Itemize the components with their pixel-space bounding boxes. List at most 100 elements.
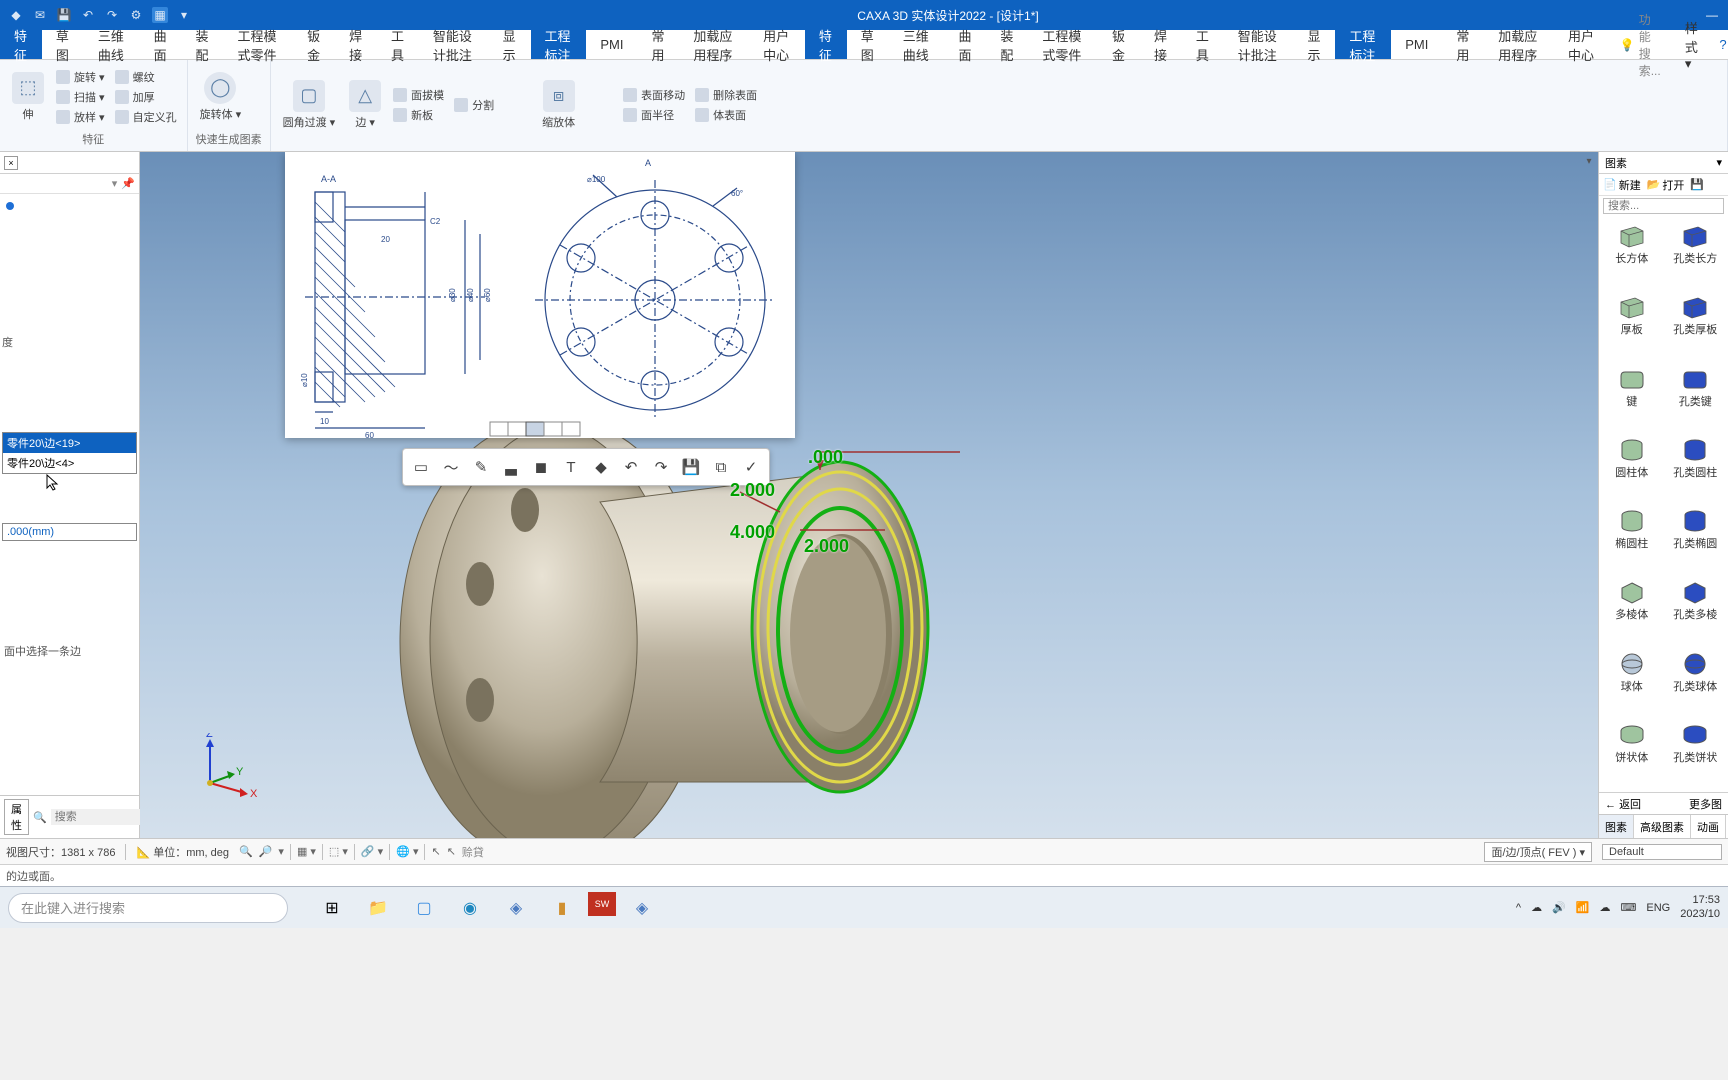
ribbon-tab[interactable]: 工具 [1182,30,1224,59]
ribbon-tab[interactable]: 用户中心 [749,30,805,59]
ribbon-tab[interactable]: PMI [1391,30,1442,59]
body-surface-button[interactable]: 体表面 [693,106,759,124]
save-lib-button[interactable]: 💾 [1690,178,1704,191]
ribbon-tab[interactable]: 曲面 [945,30,987,59]
tray-chevron-icon[interactable]: ^ [1516,902,1521,914]
taskbar-clock[interactable]: 17:532023/10 [1680,894,1720,920]
config-selector[interactable]: Default [1602,844,1722,860]
revolve-body-button[interactable]: ◯旋转体 ▾ [196,70,246,124]
ribbon-tab[interactable]: 工程模式零件 [1028,30,1098,59]
3d-viewport[interactable]: ▾ [140,152,1598,838]
ribbon-tab[interactable]: 草图 [42,30,84,59]
ribbon-tab[interactable]: 常用 [637,30,679,59]
cloud-icon[interactable]: ☁ [1600,901,1611,914]
custom-hole-button[interactable]: 自定义孔 [113,108,179,126]
redo-tool[interactable]: ↷ [647,453,675,481]
ribbon-tab[interactable]: 钣金 [293,30,335,59]
edge-button[interactable]: △边 ▾ [345,78,385,132]
ribbon-tab[interactable]: 显示 [489,30,531,59]
back-button[interactable]: ← 返回 [1605,796,1641,812]
selection-filter[interactable]: 面/边/顶点( FEV ) ▾ [1484,842,1592,862]
text-tool[interactable]: T [557,453,585,481]
edge-selection-list[interactable]: 零件20\边<19> 零件20\边<4> [2,432,137,474]
panel-bottom-tab[interactable]: 高级图素 [1634,815,1691,838]
thicken-button[interactable]: 加厚 [113,88,179,106]
primitive-ellcyl[interactable]: 椭圆柱 [1601,505,1663,574]
taskbar-search[interactable]: 在此键入进行搜索 [8,893,288,923]
draft-button[interactable]: 面拔模 [391,86,446,104]
primitive-pie-hole[interactable]: 孔类饼状 [1665,719,1727,788]
redo-icon[interactable]: ↷ [104,7,120,23]
ribbon-tab[interactable]: 装配 [986,30,1028,59]
primitive-key[interactable]: 键 [1601,363,1663,432]
loft-button[interactable]: 放样 ▾ [54,108,107,126]
style-dropdown[interactable]: 样式 ▾ [1671,30,1718,59]
delete-face-button[interactable]: 删除表面 [693,86,759,104]
primitive-key-hole[interactable]: 孔类键 [1665,363,1727,432]
split-button[interactable]: 分割 [452,96,496,114]
ribbon-tab[interactable]: 工程标注 [1335,30,1391,59]
dimension-input[interactable] [2,523,137,541]
primitive-sphere-hole[interactable]: 孔类球体 [1665,648,1727,717]
app-icon[interactable]: ◆ [8,7,24,23]
new-button[interactable]: 📄新建 [1603,177,1641,193]
settings-icon[interactable]: ⚙ [128,7,144,23]
ribbon-tab[interactable]: 工程标注 [531,30,587,59]
pin-icon[interactable]: 📌 [121,177,135,190]
fill-tool[interactable]: ◼ [527,453,555,481]
explorer-icon[interactable]: 📁 [358,892,398,924]
ribbon-tab[interactable]: 草图 [847,30,889,59]
pen-tool[interactable]: ✎ [467,453,495,481]
ribbon-tab[interactable]: 钣金 [1098,30,1140,59]
primitive-box[interactable]: 长方体 [1601,220,1663,289]
sweep-button[interactable]: 扫描 ▾ [54,88,107,106]
confirm-tool[interactable]: ✓ [737,453,765,481]
qat-chevron-icon[interactable]: ▾ [176,7,192,23]
task-view-icon[interactable]: ⊞ [312,892,352,924]
primitives-search[interactable] [1603,198,1724,214]
viewport-expand-icon[interactable]: ▾ [1582,154,1596,168]
save-tool[interactable]: 💾 [677,453,705,481]
primitive-ellcyl-hole[interactable]: 孔类椭圆 [1665,505,1727,574]
volume-icon[interactable]: 🔊 [1552,901,1566,914]
close-panel-button[interactable]: × [4,156,18,170]
scale-body-button[interactable]: ⧈缩放体 [538,78,579,132]
cursor-icon[interactable]: ↖ [431,845,440,858]
ribbon-tab[interactable]: PMI [586,30,637,59]
display-mode-icon[interactable]: ▦ ▾ [297,845,316,858]
help-icon[interactable]: ? [1718,30,1728,59]
thread-button[interactable]: 螺纹 [113,68,179,86]
save-icon[interactable]: 💾 [56,7,72,23]
chevron-down-icon[interactable]: ▾ [1716,156,1722,169]
extrude-button[interactable]: ⬚伸 [8,70,48,124]
ribbon-tab[interactable]: 特征 [0,30,42,59]
app3-icon[interactable]: ▮ [542,892,582,924]
minimize-button[interactable]: — [1706,8,1718,22]
app1-icon[interactable]: ▢ [404,892,444,924]
dropdown-icon[interactable]: ▾ [278,845,284,858]
solidworks-icon[interactable]: SW [588,892,616,916]
ribbon-tab[interactable]: 曲面 [140,30,182,59]
grid-icon[interactable]: ▦ [152,7,168,23]
panel-bottom-tab[interactable]: 动画 [1691,815,1726,838]
ribbon-tab[interactable]: 焊接 [335,30,377,59]
edge-icon[interactable]: ◉ [450,892,490,924]
eraser-tool[interactable]: ◆ [587,453,615,481]
face-radius-button[interactable]: 面半径 [621,106,687,124]
ribbon-tab[interactable]: 加载应用程序 [1484,30,1554,59]
function-search[interactable]: 💡 功能搜索... [1610,30,1671,59]
panel-bottom-tab[interactable]: 图素 [1599,815,1634,838]
undo-icon[interactable]: ↶ [80,7,96,23]
primitive-cyl-hole[interactable]: 孔类圆柱 [1665,434,1727,503]
primitive-slab-hole[interactable]: 孔类厚板 [1665,291,1727,360]
ribbon-tab[interactable]: 三维曲线 [889,30,945,59]
cursor2-icon[interactable]: ↖ [447,845,456,858]
properties-tab[interactable]: 属性 [4,799,29,835]
line-tool[interactable]: 〜 [437,453,465,481]
ribbon-tab[interactable]: 特征 [805,30,847,59]
ribbon-tab[interactable]: 三维曲线 [84,30,140,59]
ribbon-tab[interactable]: 装配 [182,30,224,59]
ribbon-tab[interactable]: 工具 [377,30,419,59]
revolve-button[interactable]: 旋转 ▾ [54,68,107,86]
new-plate-button[interactable]: 新板 [391,106,446,124]
